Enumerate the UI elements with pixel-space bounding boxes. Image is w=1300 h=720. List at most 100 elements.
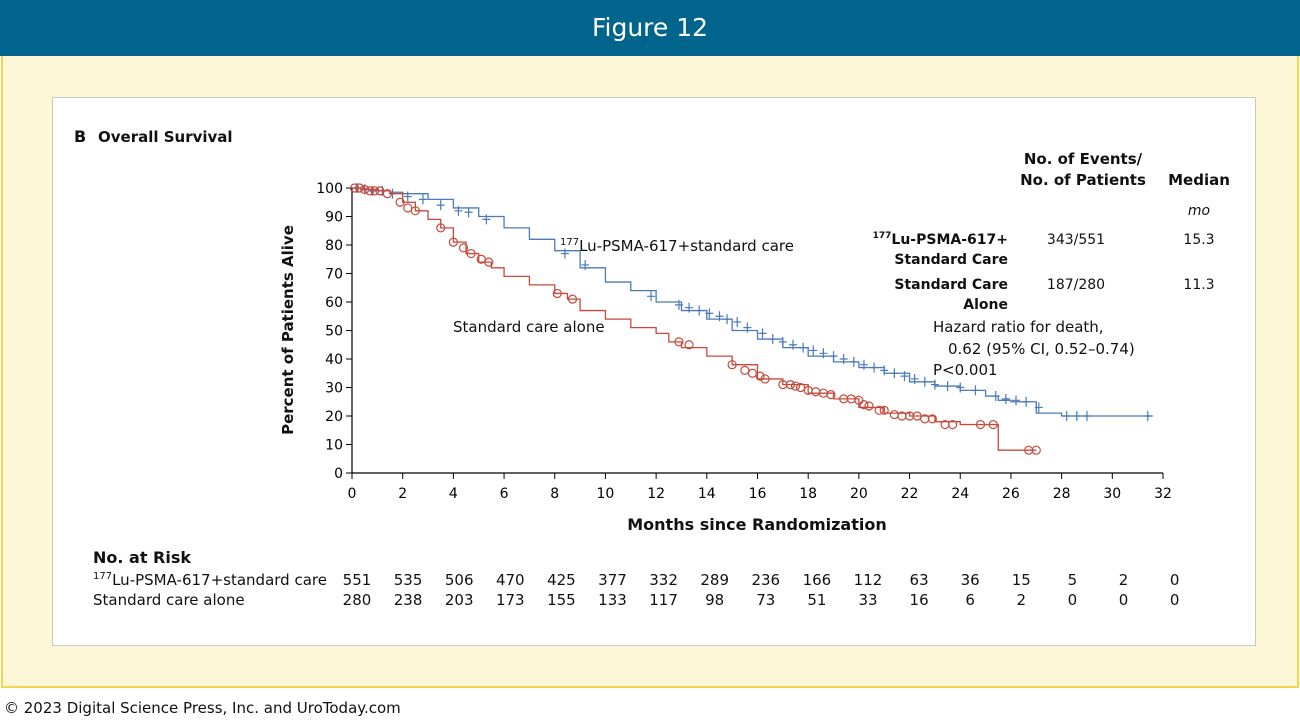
censor-mark-plus <box>778 336 787 347</box>
at-risk-value: 2 <box>1017 591 1027 609</box>
censor-mark-plus <box>482 214 491 225</box>
censor-mark-circle <box>727 360 737 370</box>
row1-name-text: Lu-PSMA-617+ <box>891 232 1008 248</box>
events-header-line1: No. of Events/ <box>1024 150 1143 168</box>
censor-mark-plus <box>705 308 714 319</box>
y-tick-label: 70 <box>325 267 343 283</box>
at-risk-value: 63 <box>910 571 929 589</box>
censor-mark-circle <box>365 186 375 196</box>
censor-mark-circle <box>684 340 694 350</box>
censor-mark-plus <box>930 379 939 390</box>
at-risk-value: 377 <box>598 571 627 589</box>
series-label-lutetium-sup: 177 <box>560 237 579 248</box>
at-risk-value: 173 <box>496 591 525 609</box>
at-risk-value: 280 <box>343 591 372 609</box>
censor-mark-plus <box>809 345 818 356</box>
x-tick-label: 26 <box>1002 486 1020 502</box>
at-risk-value: 203 <box>445 591 474 609</box>
series-label-lutetium: 177Lu-PSMA-617+standard care <box>560 237 794 255</box>
censor-mark-plus <box>991 391 1000 402</box>
x-tick-label: 2 <box>398 486 407 502</box>
censor-mark-plus <box>1082 411 1091 421</box>
censor-mark-circle <box>811 387 821 397</box>
row1-name-sup: 177 <box>873 231 892 241</box>
at-risk-value: 133 <box>598 591 627 609</box>
at-risk-value: 73 <box>756 591 775 609</box>
series-label-lutetium-text: Lu-PSMA-617+standard care <box>579 237 794 255</box>
at-risk-value: 51 <box>807 591 826 609</box>
at-risk-value: 15 <box>1012 571 1031 589</box>
x-tick-label: 0 <box>348 486 357 502</box>
at-risk-value: 2 <box>1119 571 1129 589</box>
censor-mark-circle <box>466 248 476 259</box>
censor-mark-circle <box>674 337 684 347</box>
x-tick-label: 16 <box>749 486 767 502</box>
at-risk-value: 0 <box>1170 591 1180 609</box>
x-tick-label: 10 <box>597 486 615 502</box>
at-risk-row1-label: 177Lu-PSMA-617+standard care <box>93 571 327 589</box>
row2-events: 187/280 <box>1047 277 1105 293</box>
censor-mark-plus <box>788 339 797 350</box>
y-tick-label: 40 <box>325 352 343 368</box>
series-layer <box>349 183 1153 455</box>
censor-mark-plus <box>560 248 569 259</box>
y-tick-label: 90 <box>325 210 343 226</box>
at-risk-value: 332 <box>649 571 678 589</box>
figure-title: Figure 12 <box>591 13 709 42</box>
row1-name-line1: 177Lu-PSMA-617+ <box>873 231 1008 248</box>
at-risk-value: 289 <box>700 571 729 589</box>
censor-mark-plus <box>829 351 838 362</box>
row1-events: 343/551 <box>1047 232 1105 248</box>
x-tick-label: 20 <box>850 486 868 502</box>
censor-mark-plus <box>1034 402 1043 413</box>
censor-mark-plus <box>1012 395 1021 406</box>
hazard-ratio-line1: Hazard ratio for death, <box>933 318 1104 336</box>
at-risk-value: 36 <box>961 571 980 589</box>
censor-mark-plus <box>674 299 683 310</box>
at-risk-row2-label: Standard care alone <box>93 591 245 609</box>
median-unit: mo <box>1188 203 1210 219</box>
figure-title-banner: Figure 12 <box>0 0 1300 56</box>
censor-mark-circle <box>552 288 562 299</box>
censor-mark-circle <box>410 206 420 216</box>
row2-name-line2: Alone <box>963 297 1008 313</box>
censor-mark-circle <box>975 419 986 430</box>
at-risk-row1-sup: 177 <box>93 571 112 582</box>
at-risk-value: 0 <box>1119 591 1129 609</box>
at-risk-value: 112 <box>854 571 883 589</box>
x-tick-label: 6 <box>500 486 509 502</box>
censor-mark-plus <box>768 334 777 345</box>
row2-name-line1: Standard Care <box>894 277 1008 293</box>
x-tick-label: 22 <box>901 486 919 502</box>
series-label-standard: Standard care alone <box>453 318 605 336</box>
censor-mark-plus <box>1062 411 1071 421</box>
censor-mark-plus <box>1001 393 1010 404</box>
at-risk-value: 16 <box>910 591 929 609</box>
at-risk-value: 551 <box>343 571 372 589</box>
censor-mark-circle <box>859 400 869 410</box>
censor-mark-circle <box>382 189 393 199</box>
censor-mark-plus <box>890 368 899 379</box>
censor-mark-plus <box>581 259 590 270</box>
hazard-ratio-line2: 0.62 (95% CI, 0.52–0.74) <box>948 340 1135 358</box>
at-risk-value: 236 <box>751 571 780 589</box>
censor-mark-circle <box>355 183 365 193</box>
p-value: P<0.001 <box>933 361 998 379</box>
censor-mark-plus <box>758 328 767 339</box>
censor-mark-circle <box>458 243 469 253</box>
axes: 0 2 4 6 8 10 12 14 16 18 20 22 24 26 28 30 3201020304050… <box>316 181 1172 502</box>
x-tick-label: 24 <box>951 486 969 502</box>
at-risk-value: 238 <box>394 591 423 609</box>
censor-mark-plus <box>859 359 868 370</box>
censor-mark-plus <box>920 376 929 387</box>
x-tick-label: 32 <box>1154 486 1172 502</box>
at-risk-value: 166 <box>803 571 832 589</box>
median-header: Median <box>1168 171 1230 189</box>
censor-mark-plus <box>870 362 879 373</box>
x-tick-label: 8 <box>550 486 559 502</box>
censor-mark-plus <box>733 316 742 327</box>
y-tick-label: 60 <box>325 295 343 311</box>
censor-mark-plus <box>839 354 848 364</box>
at-risk-values: 551 535 506 470 425 377 332 289 236 166 112 63 36 15 5… <box>343 571 1180 609</box>
censor-mark-plus <box>900 371 909 382</box>
